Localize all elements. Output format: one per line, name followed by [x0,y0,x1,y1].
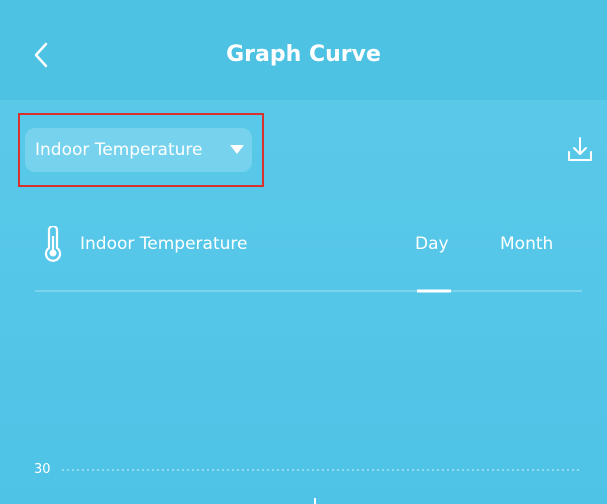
thermometer-icon [44,226,62,262]
sensor-title: Indoor Temperature [80,234,248,254]
tab-month[interactable]: Month [500,234,554,254]
chart-area [35,289,582,504]
highlight-box [18,113,264,187]
dropdown-label: Indoor Temperature [35,140,203,160]
download-button[interactable] [565,135,595,165]
sensor-dropdown[interactable]: Indoor Temperature [25,128,252,172]
y-tick-label: 30 [34,462,51,477]
tab-day[interactable]: Day [415,234,449,254]
dropdown-arrow [230,145,244,154]
page-title: Graph Curve [226,42,381,67]
back-button[interactable] [30,40,54,70]
header-bar [0,0,607,100]
